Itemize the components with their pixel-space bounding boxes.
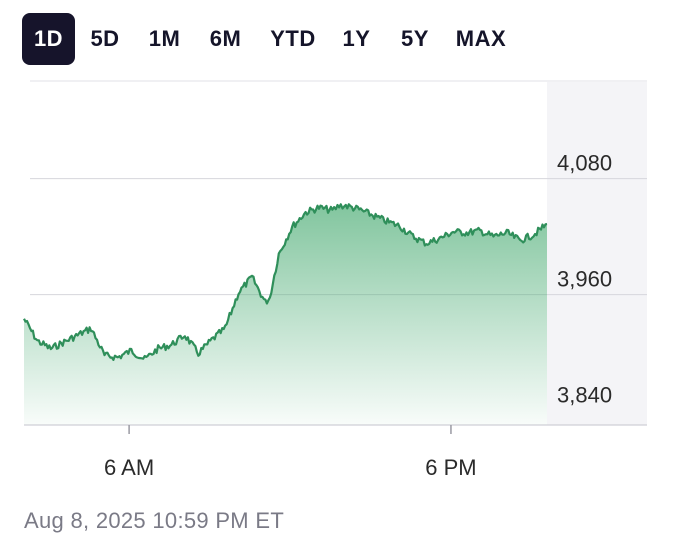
y-tick-label: 3,960 [557,267,612,292]
range-tab-6m[interactable]: 6M [209,26,242,51]
range-tab-1y[interactable]: 1Y [342,26,371,51]
price-area-fill [24,204,547,425]
x-tick-label: 6 AM [104,455,154,480]
range-tab-5y[interactable]: 5Y [401,26,429,51]
price-chart: 3,840 3,960 4,080 6 AM 6 PM [23,80,647,480]
price-line [23,203,548,361]
range-selector: 1D 5D 1M 6M YTD 1Y 5Y MAX [22,13,516,65]
y-tick-label: 4,080 [557,151,612,176]
range-tab-5d[interactable]: 5D [90,26,120,51]
timestamp: Aug 8, 2025 10:59 PM ET [24,508,285,533]
range-tab-1d[interactable]: 1D [22,13,75,65]
range-tab-ytd[interactable]: YTD [270,26,316,51]
range-tab-max[interactable]: MAX [455,26,507,51]
y-tick-label: 3,840 [557,383,612,408]
range-tab-1m[interactable]: 1M [148,26,181,51]
x-tick-label: 6 PM [425,455,476,480]
after-hours-shade [547,82,647,425]
